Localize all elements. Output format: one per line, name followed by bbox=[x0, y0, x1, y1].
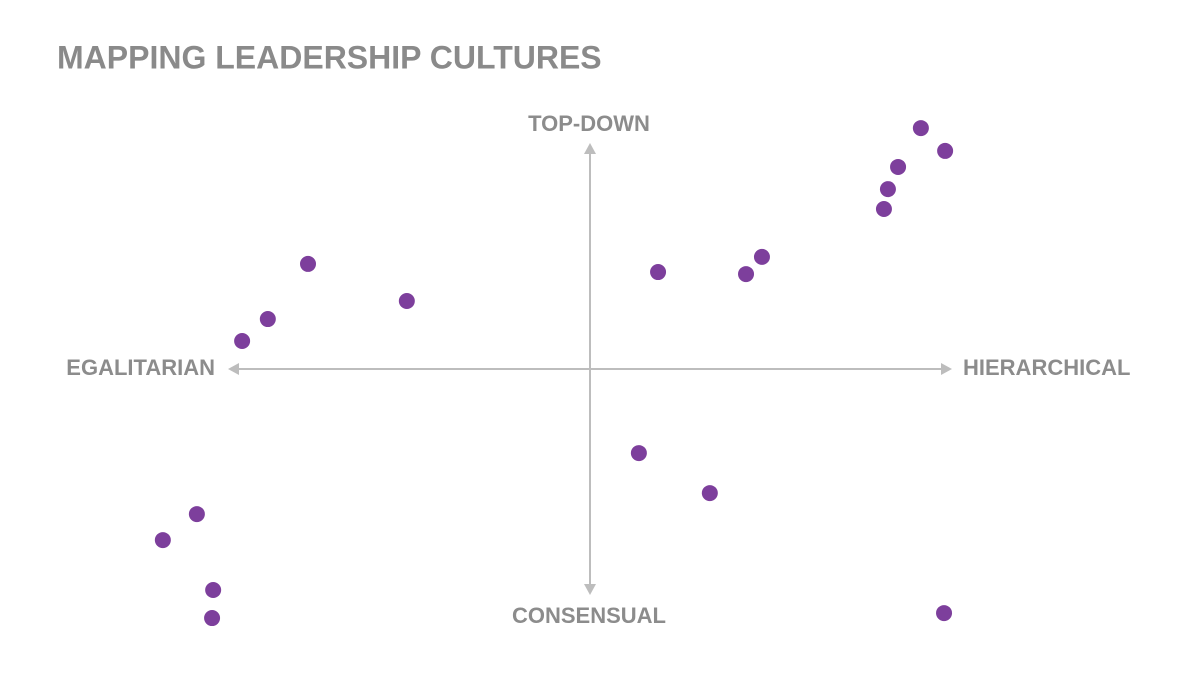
scatter-point bbox=[879, 181, 896, 198]
scatter-point bbox=[738, 266, 755, 283]
scatter-point bbox=[398, 292, 415, 309]
scatter-point bbox=[875, 200, 892, 217]
scatter-point bbox=[188, 506, 205, 523]
scatter-point bbox=[936, 605, 953, 622]
scatter-point bbox=[937, 142, 954, 159]
scatter-point bbox=[650, 264, 667, 281]
bottom-axis-label: CONSENSUAL bbox=[512, 603, 666, 628]
arrow-head bbox=[941, 363, 952, 375]
scatter-point bbox=[753, 248, 770, 265]
arrow-head bbox=[584, 143, 596, 154]
scatter-point bbox=[205, 582, 222, 599]
scatter-point bbox=[300, 255, 317, 272]
arrow-head bbox=[228, 363, 239, 375]
top-axis-label: TOP-DOWN bbox=[528, 111, 650, 136]
scatter-point bbox=[701, 485, 718, 502]
scatter-point bbox=[912, 120, 929, 137]
scatter-point bbox=[154, 532, 171, 549]
scatter-point bbox=[890, 158, 907, 175]
scatter-point bbox=[630, 445, 647, 462]
right-axis-label: HIERARCHICAL bbox=[963, 355, 1130, 380]
scatter-point bbox=[234, 332, 251, 349]
scatter-point bbox=[259, 311, 276, 328]
left-axis-label: EGALITARIAN bbox=[66, 355, 215, 380]
scatter-point bbox=[204, 610, 221, 627]
arrow-head bbox=[584, 584, 596, 595]
chart-title: MAPPING LEADERSHIP CULTURES bbox=[57, 39, 602, 75]
